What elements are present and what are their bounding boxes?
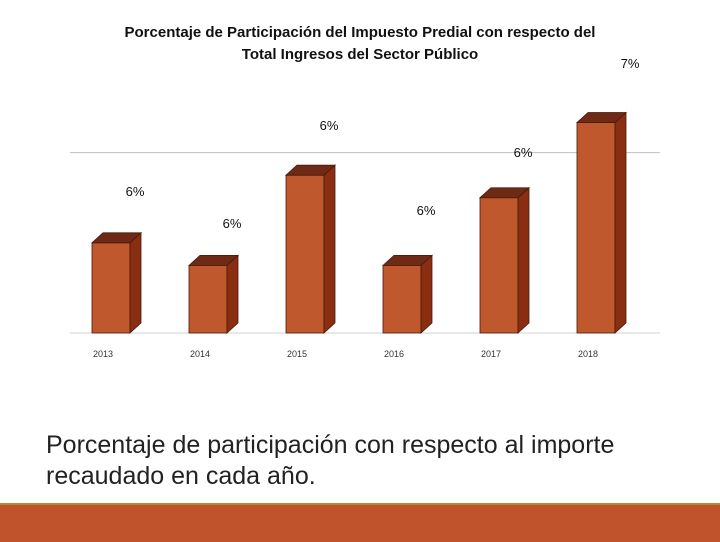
bar-side-2018: [614, 111, 627, 334]
data-label-2018: 7%: [621, 56, 640, 71]
footer-accent-bar: [0, 503, 720, 542]
bar-top-2014: [187, 254, 240, 266]
data-label-2016: 6%: [417, 203, 436, 218]
bar-side-2015: [323, 164, 336, 334]
bar-top-2015: [284, 164, 337, 176]
bar-2017: [479, 197, 519, 334]
data-label-2017: 6%: [514, 145, 533, 160]
bar-side-2017: [517, 186, 530, 334]
bar-group: 2013 6% 2014 6% 2015 6% 2016 6% 2017 6% 2018 7%: [90, 56, 640, 359]
bar-2014: [188, 264, 228, 334]
bar-2016: [382, 264, 422, 334]
chart-title: Porcentaje de Participación del Impuesto…: [90, 22, 630, 66]
bar-top-2016: [381, 254, 434, 266]
bar-2018: [576, 122, 616, 334]
data-label-2013: 6%: [126, 184, 145, 199]
slide-caption: Porcentaje de participación con respecto…: [46, 431, 615, 490]
x-tick-label-2018: 2018: [578, 349, 598, 359]
bar-top-2018: [575, 112, 628, 123]
bar-side-2016: [420, 254, 433, 334]
data-label-2014: 6%: [223, 216, 242, 231]
chart-title-line-1: Porcentaje de Participación del Impuesto…: [124, 24, 596, 41]
x-tick-label-2016: 2016: [384, 349, 404, 359]
x-tick-label-2014: 2014: [190, 349, 210, 359]
bar-top-2017: [478, 187, 531, 199]
x-tick-label-2017: 2017: [481, 349, 501, 359]
bar-side-2013: [129, 231, 142, 334]
bar-top-2013: [90, 232, 143, 244]
bar-2013: [91, 242, 131, 334]
bar-2015: [285, 174, 325, 334]
chart-title-line-2: Total Ingresos del Sector Público: [241, 46, 479, 63]
x-tick-label-2015: 2015: [287, 349, 307, 359]
x-tick-label-2013: 2013: [93, 349, 113, 359]
data-label-2015: 6%: [320, 118, 339, 133]
bar-side-2014: [226, 254, 239, 334]
